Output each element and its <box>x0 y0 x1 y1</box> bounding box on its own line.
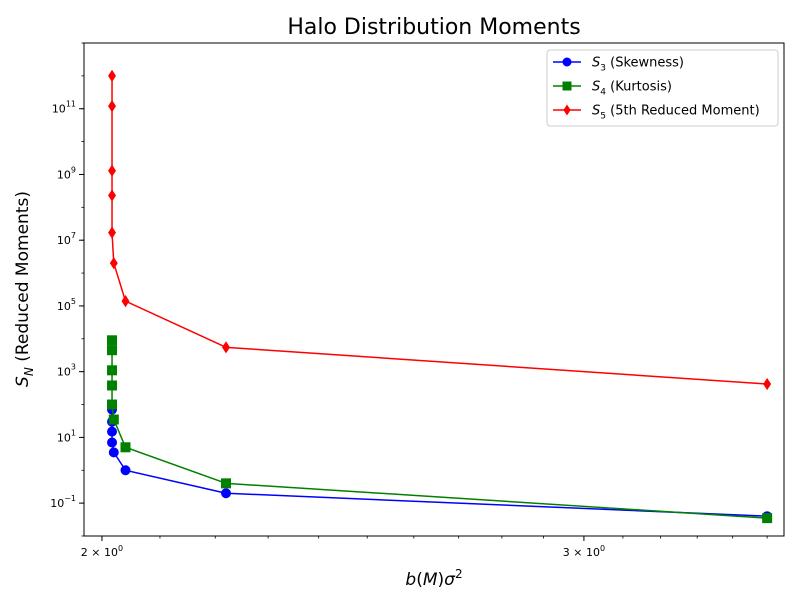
legend-marker-square <box>562 81 572 91</box>
data-point-circle-4 <box>108 447 119 458</box>
data-point-square-3 <box>107 380 118 391</box>
data-point-diamond-0 <box>108 69 116 82</box>
legend-label-circle: S3 (Skewness) <box>592 56 684 74</box>
series-diamond <box>108 69 772 391</box>
legend: S3 (Skewness) S4 (Kurtosis) S5 (5th Reduce… <box>546 49 779 127</box>
data-point-circle-6 <box>221 488 232 499</box>
y-tick-label: 105 <box>57 297 76 313</box>
legend-item-diamond: S5 (5th Reduced Moment) <box>553 104 760 122</box>
data-point-square-1 <box>107 345 118 356</box>
chart-title: Halo Distribution Moments <box>287 15 580 40</box>
data-point-square-7 <box>221 478 232 489</box>
data-point-circle-3 <box>107 437 118 448</box>
data-point-diamond-1 <box>108 100 116 113</box>
legend-item-square: S4 (Kurtosis) <box>553 80 672 98</box>
legend-box <box>546 49 779 127</box>
x-axis-title: b(M)σ2 <box>405 567 462 590</box>
legend-marker-diamond <box>563 104 571 116</box>
plot-frame <box>83 42 785 537</box>
y-tick-label: 10−1 <box>50 494 76 510</box>
y-tick-label: 1011 <box>52 100 76 116</box>
legend-items: S3 (Skewness) S4 (Kurtosis) S5 (5th Reduce… <box>553 56 760 122</box>
x-tick-label: 2 × 100 <box>81 544 123 559</box>
data-point-diamond-8 <box>763 377 772 391</box>
plot-area <box>107 69 773 524</box>
data-point-square-0 <box>107 335 118 346</box>
data-point-diamond-7 <box>222 341 230 354</box>
y-axis-title: SN (Reduced Moments) <box>13 191 36 387</box>
y-tick-label: 101 <box>57 428 76 444</box>
x-tick-label: 3 × 100 <box>563 544 605 559</box>
data-point-square-4 <box>107 399 118 410</box>
data-point-square-2 <box>107 365 118 376</box>
data-point-diamond-3 <box>108 189 116 202</box>
data-point-diamond-5 <box>109 257 118 270</box>
legend-item-circle: S3 (Skewness) <box>553 56 684 74</box>
series-square <box>107 335 773 524</box>
axis-ticks: 2 × 100 3 × 100 10−1 101 103 105 107 109 1011 <box>50 42 768 559</box>
data-point-circle-5 <box>120 465 131 476</box>
data-point-square-8 <box>762 513 773 524</box>
data-point-diamond-2 <box>108 164 116 177</box>
y-tick-label: 109 <box>57 165 76 181</box>
legend-label-diamond: S5 (5th Reduced Moment) <box>592 104 760 122</box>
data-point-square-5 <box>108 414 119 425</box>
data-point-diamond-6 <box>121 295 130 308</box>
data-point-diamond-4 <box>108 226 116 239</box>
legend-marker-circle <box>562 57 572 67</box>
y-tick-label: 103 <box>57 363 76 379</box>
legend-label-square: S4 (Kurtosis) <box>592 80 672 98</box>
data-point-circle-2 <box>107 426 118 437</box>
y-tick-label: 107 <box>57 231 76 247</box>
data-point-square-6 <box>120 442 131 453</box>
